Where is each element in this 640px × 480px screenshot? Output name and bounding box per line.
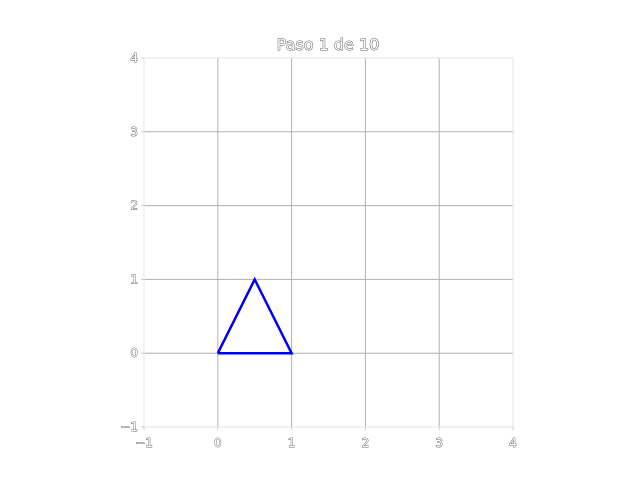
chart-title: Paso 1 de 10 (277, 35, 380, 54)
y-tick-label: 2 (130, 199, 138, 213)
y-tick-label: 3 (130, 125, 138, 139)
grid (143, 57, 514, 428)
y-tick-label: 1 (130, 272, 138, 286)
ticks: −1 0 1 2 3 4 −1 0 1 2 3 4 (120, 51, 517, 451)
x-tick-label: 4 (509, 436, 517, 450)
y-tick-label: 4 (130, 51, 138, 65)
plot-frame (143, 57, 514, 428)
triangle-series-line (216, 276, 294, 355)
series (216, 276, 294, 355)
x-tick-label: 3 (435, 436, 443, 450)
x-tick-label: −1 (135, 436, 153, 450)
y-tick-label: −1 (120, 420, 138, 434)
x-tick-label: 2 (362, 436, 370, 450)
x-tick-label: 1 (288, 436, 296, 450)
y-tick-label: 0 (130, 346, 138, 360)
x-tick-label: 0 (214, 436, 222, 450)
